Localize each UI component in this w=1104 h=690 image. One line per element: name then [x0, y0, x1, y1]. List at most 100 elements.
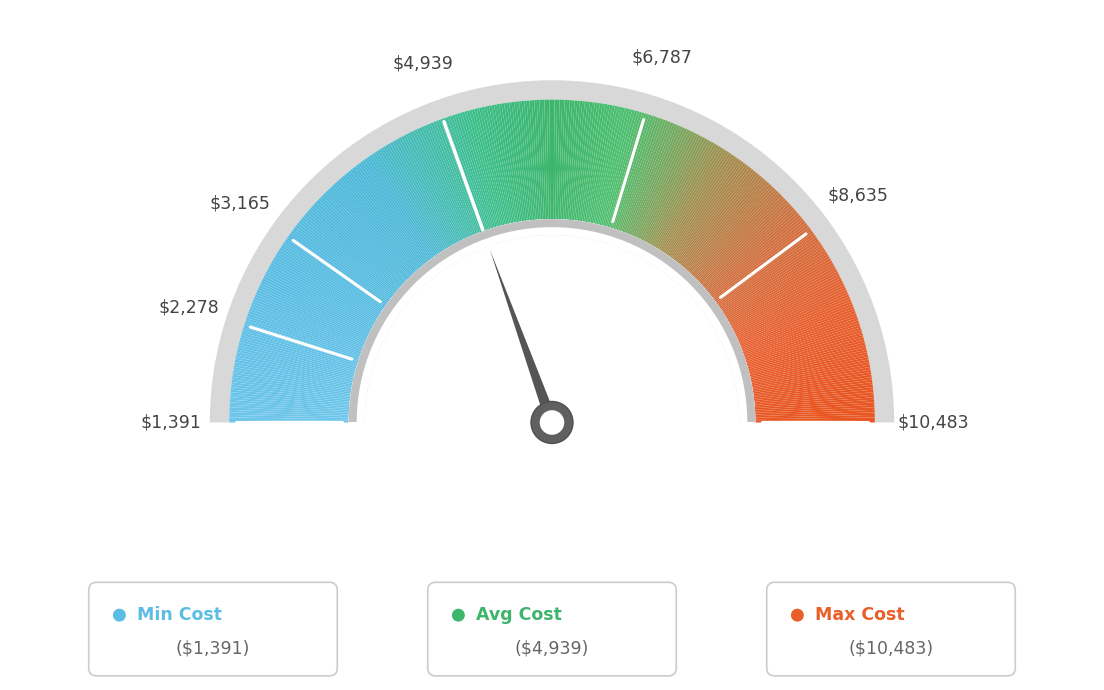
Wedge shape: [364, 235, 740, 422]
Wedge shape: [640, 132, 694, 240]
Wedge shape: [742, 306, 854, 351]
Wedge shape: [379, 148, 445, 250]
Wedge shape: [585, 104, 607, 222]
Wedge shape: [235, 359, 352, 384]
Wedge shape: [244, 323, 359, 361]
Wedge shape: [251, 304, 363, 349]
Wedge shape: [692, 189, 777, 277]
Text: $10,483: $10,483: [898, 413, 969, 431]
Wedge shape: [576, 102, 593, 221]
Wedge shape: [471, 109, 503, 226]
Wedge shape: [707, 213, 799, 292]
Wedge shape: [527, 101, 538, 219]
Wedge shape: [749, 339, 864, 372]
Wedge shape: [317, 199, 405, 284]
Wedge shape: [755, 417, 874, 421]
Wedge shape: [369, 155, 437, 255]
Wedge shape: [340, 177, 420, 269]
Wedge shape: [620, 119, 664, 232]
Wedge shape: [284, 241, 384, 310]
Wedge shape: [745, 323, 860, 361]
Wedge shape: [521, 101, 534, 220]
Text: Min Cost: Min Cost: [137, 606, 222, 624]
Wedge shape: [614, 115, 651, 229]
Wedge shape: [724, 252, 827, 316]
Wedge shape: [262, 278, 370, 333]
Wedge shape: [376, 150, 443, 252]
Wedge shape: [710, 219, 804, 295]
Wedge shape: [261, 280, 370, 335]
Wedge shape: [743, 313, 857, 355]
Wedge shape: [278, 250, 380, 315]
Wedge shape: [407, 132, 463, 241]
Wedge shape: [294, 226, 391, 300]
Text: ($1,391): ($1,391): [176, 640, 251, 658]
Wedge shape: [544, 99, 549, 219]
Wedge shape: [329, 187, 413, 275]
Wedge shape: [447, 116, 488, 230]
Wedge shape: [305, 213, 397, 292]
Wedge shape: [243, 328, 358, 364]
Wedge shape: [746, 328, 861, 364]
Wedge shape: [344, 174, 423, 267]
Wedge shape: [754, 382, 872, 399]
Wedge shape: [232, 382, 350, 399]
Text: Max Cost: Max Cost: [815, 606, 905, 624]
Wedge shape: [612, 114, 649, 228]
Wedge shape: [250, 306, 362, 351]
Wedge shape: [440, 119, 484, 232]
Wedge shape: [754, 384, 873, 400]
Wedge shape: [348, 170, 425, 265]
Wedge shape: [308, 209, 400, 289]
Wedge shape: [290, 230, 389, 303]
Wedge shape: [676, 166, 750, 262]
Wedge shape: [728, 258, 831, 320]
Wedge shape: [390, 142, 452, 246]
Wedge shape: [318, 198, 406, 282]
Wedge shape: [362, 160, 434, 258]
Wedge shape: [745, 320, 859, 359]
Wedge shape: [465, 111, 498, 227]
Wedge shape: [259, 283, 369, 336]
Wedge shape: [686, 179, 765, 270]
Wedge shape: [754, 380, 872, 397]
Wedge shape: [715, 230, 814, 303]
Wedge shape: [236, 352, 353, 380]
Wedge shape: [231, 392, 350, 405]
Wedge shape: [683, 175, 762, 268]
Wedge shape: [728, 260, 832, 322]
Wedge shape: [232, 375, 351, 394]
Wedge shape: [651, 141, 712, 246]
Wedge shape: [691, 187, 775, 275]
Wedge shape: [634, 127, 684, 237]
Wedge shape: [755, 410, 874, 416]
Wedge shape: [524, 101, 537, 220]
FancyBboxPatch shape: [766, 582, 1016, 676]
Wedge shape: [735, 283, 845, 336]
Wedge shape: [367, 157, 436, 256]
Circle shape: [540, 411, 564, 435]
Wedge shape: [739, 294, 849, 343]
Wedge shape: [529, 100, 539, 219]
Wedge shape: [283, 243, 383, 310]
Wedge shape: [752, 364, 870, 388]
Wedge shape: [566, 101, 577, 219]
Polygon shape: [549, 422, 559, 441]
Wedge shape: [331, 186, 414, 274]
Wedge shape: [672, 163, 746, 260]
Wedge shape: [713, 225, 808, 299]
Wedge shape: [699, 199, 787, 284]
Wedge shape: [230, 420, 349, 422]
Wedge shape: [511, 102, 528, 221]
Wedge shape: [570, 101, 583, 220]
Wedge shape: [592, 106, 617, 224]
Wedge shape: [625, 121, 671, 233]
Wedge shape: [696, 194, 782, 280]
Wedge shape: [755, 402, 874, 411]
Wedge shape: [744, 315, 858, 357]
Wedge shape: [461, 112, 497, 227]
Circle shape: [531, 402, 573, 444]
Wedge shape: [753, 372, 871, 392]
Wedge shape: [711, 221, 806, 297]
Wedge shape: [646, 136, 703, 243]
